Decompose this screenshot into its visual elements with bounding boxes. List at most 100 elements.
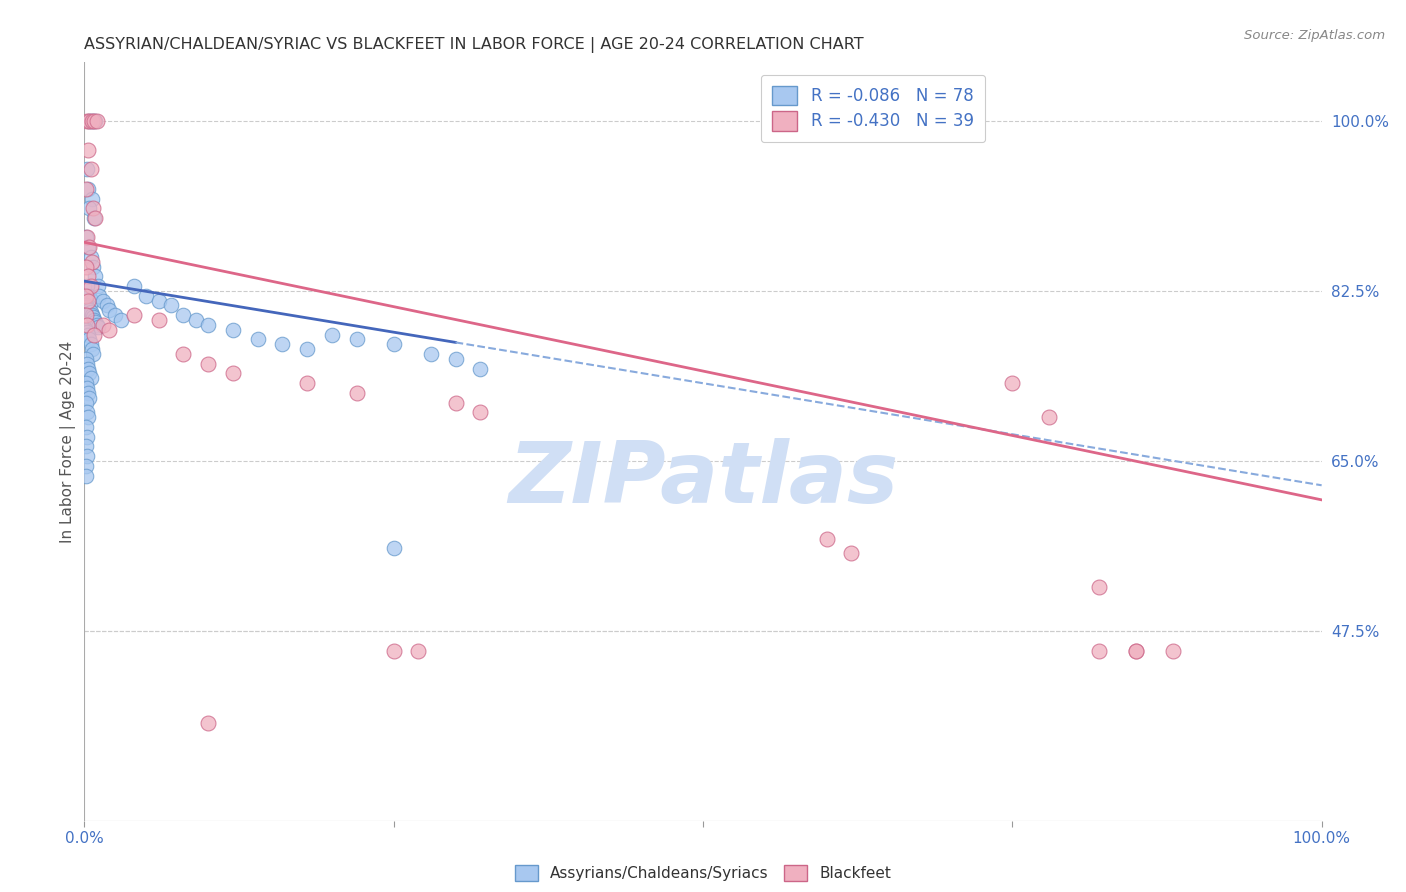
Point bbox=[271, 337, 294, 351]
Point bbox=[470, 361, 492, 376]
Point bbox=[1038, 410, 1060, 425]
Point bbox=[815, 532, 838, 546]
Point bbox=[408, 643, 430, 657]
Point bbox=[83, 211, 105, 225]
Point bbox=[83, 327, 105, 342]
Point bbox=[76, 405, 98, 419]
Point bbox=[76, 381, 98, 395]
Point bbox=[82, 113, 104, 128]
Point bbox=[84, 211, 107, 225]
Point bbox=[1088, 643, 1111, 657]
Point bbox=[76, 162, 98, 177]
Point bbox=[75, 376, 97, 391]
Point bbox=[75, 230, 97, 244]
Point bbox=[76, 318, 98, 332]
Point bbox=[75, 468, 97, 483]
Point bbox=[80, 342, 103, 356]
Point bbox=[80, 192, 103, 206]
Point bbox=[1125, 643, 1147, 657]
Point bbox=[80, 293, 103, 308]
Point bbox=[91, 293, 114, 308]
Point bbox=[75, 458, 97, 473]
Point bbox=[346, 333, 368, 347]
Y-axis label: In Labor Force | Age 20-24: In Labor Force | Age 20-24 bbox=[60, 341, 76, 542]
Point bbox=[321, 327, 343, 342]
Point bbox=[75, 439, 97, 453]
Point bbox=[75, 260, 97, 274]
Point bbox=[122, 279, 145, 293]
Point bbox=[76, 430, 98, 444]
Point bbox=[89, 289, 111, 303]
Point bbox=[346, 386, 368, 401]
Point bbox=[1001, 376, 1024, 391]
Point bbox=[98, 303, 121, 318]
Point bbox=[76, 230, 98, 244]
Point bbox=[75, 182, 97, 196]
Point bbox=[79, 201, 101, 215]
Point bbox=[79, 391, 101, 405]
Point bbox=[86, 318, 108, 332]
Point bbox=[79, 289, 101, 303]
Point bbox=[77, 240, 100, 254]
Point bbox=[110, 313, 132, 327]
Point bbox=[77, 293, 100, 308]
Point bbox=[382, 643, 405, 657]
Point bbox=[382, 541, 405, 556]
Text: ZIPatlas: ZIPatlas bbox=[508, 438, 898, 521]
Point bbox=[79, 305, 101, 319]
Point bbox=[470, 405, 492, 419]
Point bbox=[172, 308, 194, 322]
Legend: Assyrians/Chaldeans/Syriacs, Blackfeet: Assyrians/Chaldeans/Syriacs, Blackfeet bbox=[508, 857, 898, 888]
Point bbox=[87, 319, 110, 334]
Point bbox=[246, 333, 269, 347]
Point bbox=[79, 279, 101, 293]
Point bbox=[82, 201, 104, 215]
Point bbox=[80, 308, 103, 322]
Point bbox=[148, 293, 170, 308]
Point bbox=[79, 113, 101, 128]
Point bbox=[77, 410, 100, 425]
Point bbox=[75, 289, 97, 303]
Point bbox=[80, 254, 103, 268]
Point bbox=[79, 240, 101, 254]
Point bbox=[75, 323, 97, 337]
Point bbox=[83, 313, 105, 327]
Point bbox=[82, 310, 104, 325]
Point bbox=[83, 113, 105, 128]
Point bbox=[76, 113, 98, 128]
Point bbox=[98, 323, 121, 337]
Point bbox=[382, 337, 405, 351]
Point bbox=[184, 313, 207, 327]
Text: ASSYRIAN/CHALDEAN/SYRIAC VS BLACKFEET IN LABOR FORCE | AGE 20-24 CORRELATION CHA: ASSYRIAN/CHALDEAN/SYRIAC VS BLACKFEET IN… bbox=[84, 37, 863, 53]
Point bbox=[84, 269, 107, 284]
Point bbox=[1088, 580, 1111, 594]
Point bbox=[76, 357, 98, 371]
Point bbox=[84, 315, 107, 329]
Point bbox=[76, 279, 98, 293]
Point bbox=[841, 546, 863, 560]
Point bbox=[80, 113, 103, 128]
Point bbox=[75, 395, 97, 409]
Point bbox=[82, 260, 104, 274]
Point bbox=[77, 143, 100, 157]
Point bbox=[82, 347, 104, 361]
Point bbox=[79, 162, 101, 177]
Point bbox=[76, 449, 98, 463]
Point bbox=[75, 351, 97, 366]
Point bbox=[295, 376, 318, 391]
Point bbox=[77, 327, 100, 342]
Point bbox=[79, 303, 101, 318]
Point bbox=[77, 182, 100, 196]
Point bbox=[75, 298, 97, 312]
Point bbox=[75, 308, 97, 322]
Point bbox=[76, 325, 98, 339]
Point bbox=[79, 113, 101, 128]
Point bbox=[148, 313, 170, 327]
Point bbox=[444, 395, 467, 409]
Point bbox=[79, 333, 101, 347]
Point bbox=[160, 298, 183, 312]
Point bbox=[197, 716, 219, 731]
Point bbox=[197, 357, 219, 371]
Point bbox=[197, 318, 219, 332]
Point bbox=[77, 269, 100, 284]
